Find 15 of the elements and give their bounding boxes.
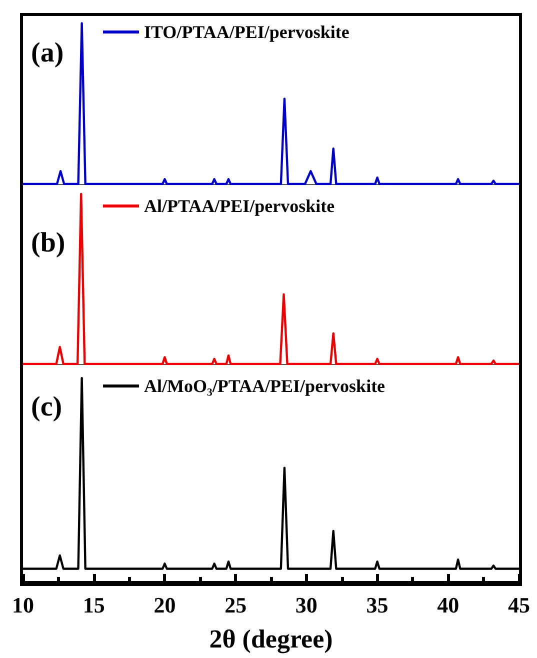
x-axis-title: 2θ (degree) (209, 624, 333, 654)
x-tick-label: 30 (295, 592, 318, 618)
x-tick-label: 10 (12, 592, 34, 618)
legend-label: Al/PTAA/PEI/pervoskite (144, 196, 335, 216)
legend-label: ITO/PTAA/PEI/pervoskite (144, 22, 350, 42)
x-tick-label: 15 (82, 592, 105, 618)
x-tick-label: 45 (508, 592, 530, 618)
text: (a) (31, 38, 64, 68)
legend-label: Al/MoO₃/PTAA/PEI/pervoskite (144, 376, 386, 396)
text: (c) (31, 392, 62, 422)
x-tick-label: 35 (366, 592, 388, 618)
x-tick-label: 40 (437, 592, 460, 618)
x-tick-label: 20 (154, 592, 176, 618)
text: (b) (31, 228, 66, 258)
x-tick-label: 25 (224, 592, 247, 618)
